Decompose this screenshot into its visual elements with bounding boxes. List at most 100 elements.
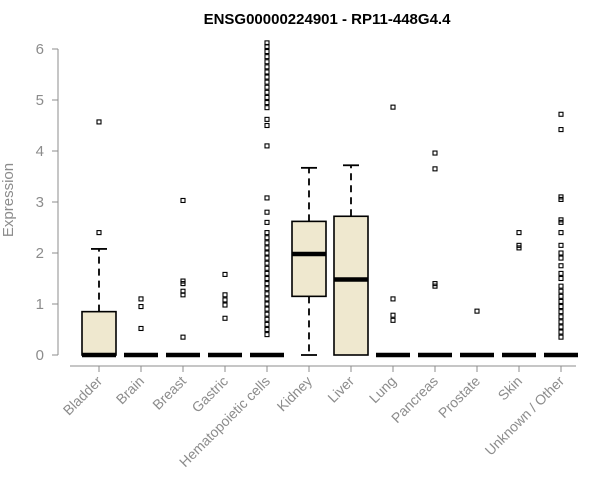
outlier-point bbox=[558, 270, 564, 276]
outlier-point bbox=[264, 240, 270, 246]
y-tick-label: 5 bbox=[36, 92, 44, 109]
y-tick-label: 3 bbox=[36, 194, 44, 211]
outlier-point bbox=[558, 303, 564, 310]
outlier-point bbox=[138, 325, 144, 332]
outlier-point bbox=[138, 296, 144, 302]
outlier-point bbox=[264, 311, 270, 317]
outlier-point bbox=[180, 288, 186, 294]
outlier-point bbox=[558, 283, 564, 289]
outlier-point bbox=[180, 281, 186, 287]
outlier-point bbox=[264, 316, 270, 322]
outlier-point bbox=[432, 150, 438, 156]
y-axis-ticks: 0 1 2 3 4 5 6 bbox=[36, 41, 58, 364]
x-tick-label: Breast bbox=[149, 373, 189, 413]
outlier-point bbox=[264, 122, 270, 129]
outlier-point bbox=[264, 64, 270, 70]
outlier-point bbox=[138, 303, 144, 310]
outlier-point bbox=[558, 111, 564, 117]
outlier-point bbox=[558, 263, 564, 269]
outlier-point bbox=[264, 260, 270, 266]
outlier-point bbox=[264, 321, 270, 327]
outlier-point bbox=[264, 296, 270, 302]
box bbox=[333, 215, 369, 356]
outlier-point bbox=[264, 326, 270, 333]
box bbox=[291, 220, 327, 298]
outlier-point bbox=[432, 166, 438, 172]
outlier-point bbox=[558, 127, 564, 133]
outlier-point bbox=[180, 334, 186, 340]
outlier-point bbox=[264, 281, 270, 287]
outlier-point bbox=[264, 209, 270, 215]
outlier-point bbox=[264, 301, 270, 307]
outlier-point bbox=[264, 100, 270, 106]
outlier-point bbox=[558, 230, 564, 236]
outlier-point bbox=[558, 194, 564, 200]
box-group bbox=[250, 40, 284, 358]
outlier-point bbox=[264, 332, 270, 338]
outlier-point bbox=[264, 250, 270, 256]
outlier-point bbox=[264, 79, 270, 85]
outlier-point bbox=[432, 281, 438, 287]
outlier-point bbox=[558, 255, 564, 261]
outlier-point bbox=[264, 265, 270, 271]
outlier-point bbox=[180, 278, 186, 284]
outlier-point bbox=[264, 105, 270, 111]
y-tick-label: 4 bbox=[36, 143, 44, 160]
outlier-point bbox=[558, 242, 564, 248]
outlier-point bbox=[558, 334, 564, 340]
x-tick-label: Prostate bbox=[435, 373, 483, 421]
box-group bbox=[376, 104, 410, 358]
y-tick-label: 6 bbox=[36, 41, 44, 58]
outlier-point bbox=[264, 40, 270, 46]
outlier-point bbox=[264, 54, 270, 60]
outlier-point bbox=[390, 317, 396, 323]
outlier-point bbox=[264, 84, 270, 90]
outlier-point bbox=[264, 48, 270, 55]
outlier-point bbox=[264, 219, 270, 225]
outlier-point bbox=[222, 292, 228, 298]
outlier-point bbox=[264, 235, 270, 241]
outlier-point bbox=[390, 104, 396, 110]
box-group bbox=[208, 271, 242, 358]
y-tick-label: 0 bbox=[36, 347, 44, 364]
chart-title: ENSG00000224901 - RP11-448G4.4 bbox=[204, 11, 451, 28]
x-tick-label: Bladder bbox=[60, 373, 106, 419]
outlier-point bbox=[96, 119, 102, 125]
outlier-point bbox=[264, 74, 270, 80]
outlier-point bbox=[474, 308, 480, 314]
outlier-point bbox=[264, 59, 270, 65]
outlier-point bbox=[264, 69, 270, 75]
outlier-point bbox=[222, 271, 228, 277]
outlier-point bbox=[390, 296, 396, 302]
outlier-point bbox=[264, 270, 270, 276]
y-tick-label: 2 bbox=[36, 245, 44, 262]
box-group bbox=[460, 308, 494, 358]
outlier-point bbox=[558, 309, 564, 315]
outlier-point bbox=[558, 314, 564, 320]
x-tick-label: Lung bbox=[366, 373, 399, 406]
box-group bbox=[544, 111, 578, 358]
outlier-point bbox=[264, 116, 270, 122]
x-tick-label: Brain bbox=[113, 373, 147, 407]
box-group bbox=[291, 166, 327, 356]
outlier-point bbox=[222, 302, 228, 308]
box-group bbox=[81, 119, 117, 358]
outlier-point bbox=[558, 298, 564, 305]
outlier-point bbox=[180, 197, 186, 204]
outlier-point bbox=[516, 242, 522, 248]
box bbox=[81, 310, 117, 356]
outlier-point bbox=[264, 89, 270, 95]
y-tick-label: 1 bbox=[36, 296, 44, 313]
x-tick-label: Skin bbox=[495, 373, 526, 404]
y-axis-label: Expression bbox=[0, 163, 17, 237]
outlier-point bbox=[558, 293, 564, 299]
box-group bbox=[418, 150, 452, 358]
box-group bbox=[124, 296, 158, 358]
outlier-point bbox=[558, 288, 564, 294]
x-tick-label: Unknown / Other bbox=[482, 373, 568, 459]
outlier-point bbox=[264, 291, 270, 297]
box-group bbox=[166, 197, 200, 358]
outlier-point bbox=[264, 195, 270, 201]
